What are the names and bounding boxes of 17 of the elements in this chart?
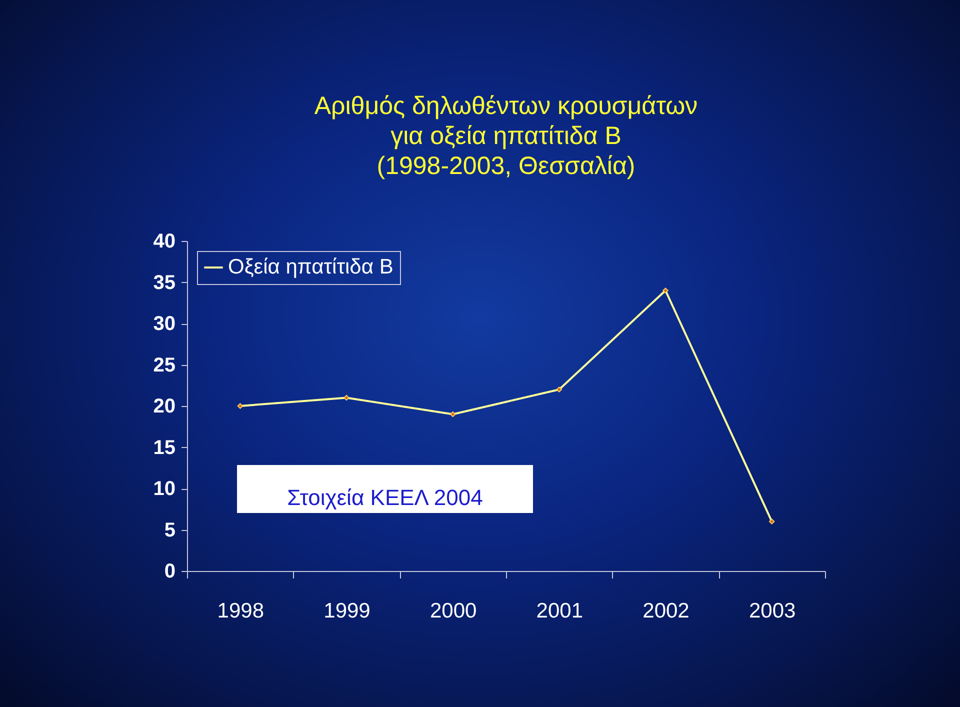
x-tick-label: 2000 (430, 600, 477, 622)
y-tick-label: 10 (153, 478, 176, 500)
y-tick-label: 5 (164, 519, 176, 542)
y-tick-label: 25 (153, 354, 176, 376)
x-tick-label: 2002 (642, 600, 690, 622)
y-tick-label: 35 (153, 272, 176, 294)
y-tick-label: 15 (153, 436, 176, 459)
x-tick-label: 2001 (536, 600, 584, 622)
x-tick-label: 2003 (748, 600, 796, 622)
x-tick-label: 1998 (217, 600, 264, 622)
legend-label: Οξεία ηπατίτιδα Β (228, 256, 394, 278)
y-tick-label: 30 (153, 313, 176, 335)
y-tick-label: 20 (153, 396, 176, 418)
y-tick-label: 0 (164, 560, 176, 582)
x-tick-label: 1999 (324, 600, 370, 622)
chart-title: Αριθμός δηλωθέντων κρουσμάτων για οξεία ηπατίτιδα Β (1998-2003, Θεσσαλία) (314, 92, 698, 180)
y-tick-label: 40 (153, 230, 176, 252)
